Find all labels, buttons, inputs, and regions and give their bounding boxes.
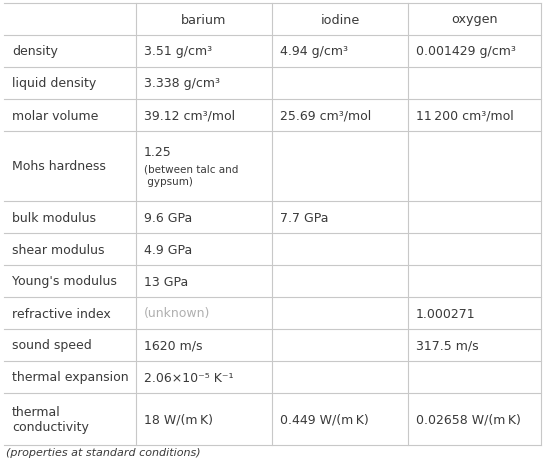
Text: 7.7 GPa: 7.7 GPa bbox=[280, 211, 329, 224]
Text: 39.12 cm³/mol: 39.12 cm³/mol bbox=[144, 109, 235, 122]
Text: shear modulus: shear modulus bbox=[12, 243, 105, 256]
Text: 4.9 GPa: 4.9 GPa bbox=[144, 243, 192, 256]
Text: thermal expansion: thermal expansion bbox=[12, 371, 129, 384]
Text: 4.94 g/cm³: 4.94 g/cm³ bbox=[280, 45, 348, 58]
Text: 1.000271: 1.000271 bbox=[416, 307, 476, 320]
Text: (properties at standard conditions): (properties at standard conditions) bbox=[6, 447, 201, 457]
Text: 2.06×10⁻⁵ K⁻¹: 2.06×10⁻⁵ K⁻¹ bbox=[144, 371, 233, 384]
Text: 9.6 GPa: 9.6 GPa bbox=[144, 211, 192, 224]
Text: Mohs hardness: Mohs hardness bbox=[12, 160, 106, 173]
Text: 3.51 g/cm³: 3.51 g/cm³ bbox=[144, 45, 212, 58]
Text: molar volume: molar volume bbox=[12, 109, 99, 122]
Text: 0.02658 W/(m K): 0.02658 W/(m K) bbox=[416, 413, 521, 425]
Text: liquid density: liquid density bbox=[12, 77, 96, 90]
Text: Young's modulus: Young's modulus bbox=[12, 275, 117, 288]
Text: refractive index: refractive index bbox=[12, 307, 111, 320]
Text: density: density bbox=[12, 45, 58, 58]
Text: 0.001429 g/cm³: 0.001429 g/cm³ bbox=[416, 45, 516, 58]
Text: bulk modulus: bulk modulus bbox=[12, 211, 96, 224]
Text: 3.338 g/cm³: 3.338 g/cm³ bbox=[144, 77, 220, 90]
Text: 317.5 m/s: 317.5 m/s bbox=[416, 339, 479, 352]
Text: 1.25: 1.25 bbox=[144, 146, 172, 159]
Text: sound speed: sound speed bbox=[12, 339, 92, 352]
Text: 25.69 cm³/mol: 25.69 cm³/mol bbox=[280, 109, 371, 122]
Text: 11 200 cm³/mol: 11 200 cm³/mol bbox=[416, 109, 514, 122]
Text: barium: barium bbox=[181, 13, 227, 26]
Text: thermal
conductivity: thermal conductivity bbox=[12, 405, 89, 433]
Text: 1620 m/s: 1620 m/s bbox=[144, 339, 203, 352]
Text: 0.449 W/(m K): 0.449 W/(m K) bbox=[280, 413, 369, 425]
Text: 13 GPa: 13 GPa bbox=[144, 275, 188, 288]
Text: (between talc and
 gypsum): (between talc and gypsum) bbox=[144, 164, 238, 186]
Text: 18 W/(m K): 18 W/(m K) bbox=[144, 413, 213, 425]
Text: (unknown): (unknown) bbox=[144, 307, 210, 320]
Text: iodine: iodine bbox=[320, 13, 360, 26]
Text: oxygen: oxygen bbox=[451, 13, 498, 26]
